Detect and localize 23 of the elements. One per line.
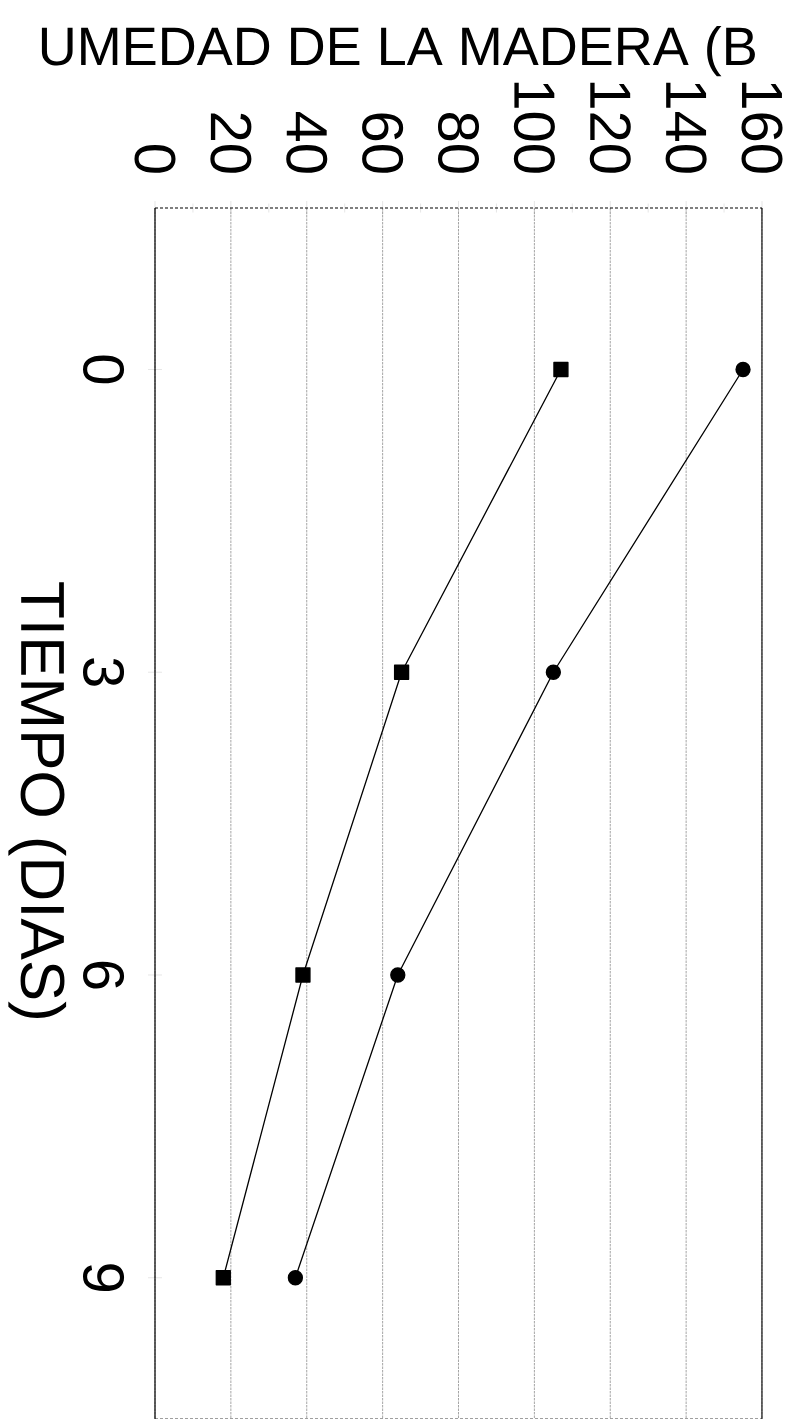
point [287, 1270, 304, 1286]
point [215, 1270, 231, 1286]
x-tick-label: 60 [362, 113, 404, 173]
point [553, 361, 569, 378]
y-tick-label: 0 [83, 355, 125, 384]
x-tick-label: 140 [665, 82, 707, 173]
x-tick-label: 120 [589, 82, 631, 173]
point [393, 664, 410, 680]
x-axis-title: UMEDAD DE LA MADERA (B [41, 25, 755, 77]
y-axis-title: TIEMPO (DIAS) [8, 582, 67, 1018]
x-tick-label: 40 [286, 111, 328, 173]
point [545, 664, 561, 680]
point [735, 361, 751, 378]
point [295, 967, 311, 983]
point [390, 967, 406, 983]
y-tick-label: 6 [83, 961, 125, 989]
x-tick-label: 20 [210, 113, 252, 173]
y-tick-label: 3 [83, 658, 125, 686]
x-tick-label: 160 [741, 82, 783, 173]
y-tick-label: 9 [83, 1264, 125, 1292]
x-tick-label: 80 [437, 113, 480, 173]
x-tick-label: 100 [513, 82, 555, 173]
x-tick-label: 0 [134, 145, 176, 173]
